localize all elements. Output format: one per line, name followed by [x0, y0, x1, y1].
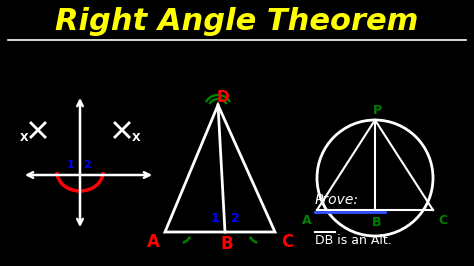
Text: B: B: [221, 235, 233, 253]
Text: 1: 1: [210, 211, 219, 225]
Text: X: X: [132, 133, 140, 143]
Text: Prove:: Prove:: [315, 193, 359, 207]
Text: P: P: [373, 105, 382, 118]
Text: B: B: [372, 215, 382, 228]
Text: C: C: [281, 233, 293, 251]
Text: C: C: [438, 214, 447, 227]
Text: D: D: [217, 89, 229, 105]
Text: DB is an Alt.: DB is an Alt.: [315, 234, 392, 247]
Text: A: A: [146, 233, 159, 251]
Text: 2: 2: [83, 160, 91, 170]
Text: Right Angle Theorem: Right Angle Theorem: [55, 7, 419, 36]
Text: A: A: [302, 214, 312, 227]
Text: 2: 2: [231, 211, 239, 225]
Text: 1: 1: [67, 160, 75, 170]
Text: X: X: [20, 133, 28, 143]
